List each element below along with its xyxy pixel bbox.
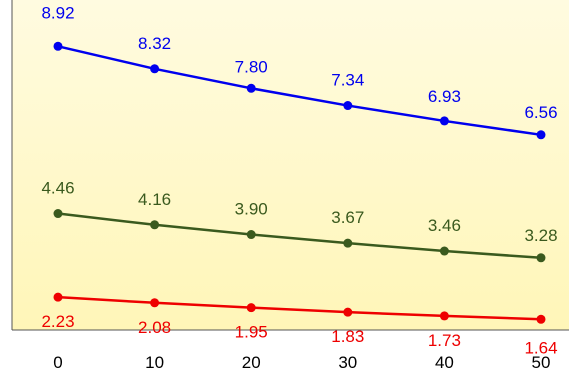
series-2-data-label: 3.46: [428, 216, 461, 235]
series-1-data-label: 7.80: [235, 57, 268, 76]
series-2-point: [53, 209, 63, 219]
series-1-point: [246, 83, 256, 93]
series-layer: 8.92 8.32 7.80 7.34 6.93 6.56 4.46 4.16 3.90 3.67…: [41, 3, 557, 357]
x-tick-label: 30: [338, 353, 357, 372]
series-3-point: [343, 307, 353, 317]
x-tick-label: 10: [145, 353, 164, 372]
series-2-point: [343, 238, 353, 248]
series-3-point: [439, 311, 449, 321]
series-1-point: [439, 116, 449, 126]
x-tick-label: 0: [53, 353, 62, 372]
plot-area-background: [12, 0, 569, 330]
series-2-point: [536, 253, 546, 263]
series-3-data-label: 1.64: [524, 338, 557, 357]
series-3-data-label: 2.23: [41, 312, 74, 331]
x-tick-label: 40: [435, 353, 454, 372]
series-1-data-label: 8.32: [138, 34, 171, 53]
series-1-point: [343, 101, 353, 111]
series-1-data-label: 6.56: [524, 103, 557, 122]
series-1-point: [53, 41, 63, 51]
series-3-data-label: 1.95: [235, 323, 268, 342]
series-1-data-label: 8.92: [41, 3, 74, 22]
series-3-point: [246, 303, 256, 313]
series-1-point: [150, 64, 160, 74]
series-1: 8.92 8.32 7.80 7.34 6.93 6.56: [41, 3, 558, 140]
series-3-line: [57, 295, 542, 321]
x-tick-labels: 0 10 20 30 40 50: [53, 353, 550, 372]
series-2-data-label: 4.16: [138, 190, 171, 209]
series-3-point: [150, 298, 160, 308]
series-2-data-label: 3.67: [331, 208, 364, 227]
series-2-point: [439, 246, 449, 256]
series-1-data-label: 6.93: [428, 87, 461, 106]
series-2-point: [150, 220, 160, 230]
series-1-data-label: 7.34: [331, 71, 364, 90]
series-3: 2.23 2.08 1.95 1.83 1.73 1.64: [41, 292, 558, 357]
series-2-data-label: 4.46: [41, 179, 74, 198]
x-tick-label: 50: [532, 353, 551, 372]
series-3-data-label: 1.83: [331, 327, 364, 346]
series-2-data-label: 3.28: [524, 226, 557, 245]
series-2: 4.46 4.16 3.90 3.67 3.46 3.28: [41, 179, 558, 263]
x-tick-label: 20: [242, 353, 261, 372]
series-2-line: [57, 212, 542, 260]
series-3-data-label: 2.08: [138, 318, 171, 337]
series-1-line: [57, 45, 542, 137]
series-3-point: [53, 292, 63, 302]
series-3-point: [536, 314, 546, 324]
series-1-point: [536, 130, 546, 140]
series-2-point: [246, 230, 256, 240]
series-3-data-label: 1.73: [428, 331, 461, 350]
series-2-data-label: 3.90: [235, 200, 268, 219]
